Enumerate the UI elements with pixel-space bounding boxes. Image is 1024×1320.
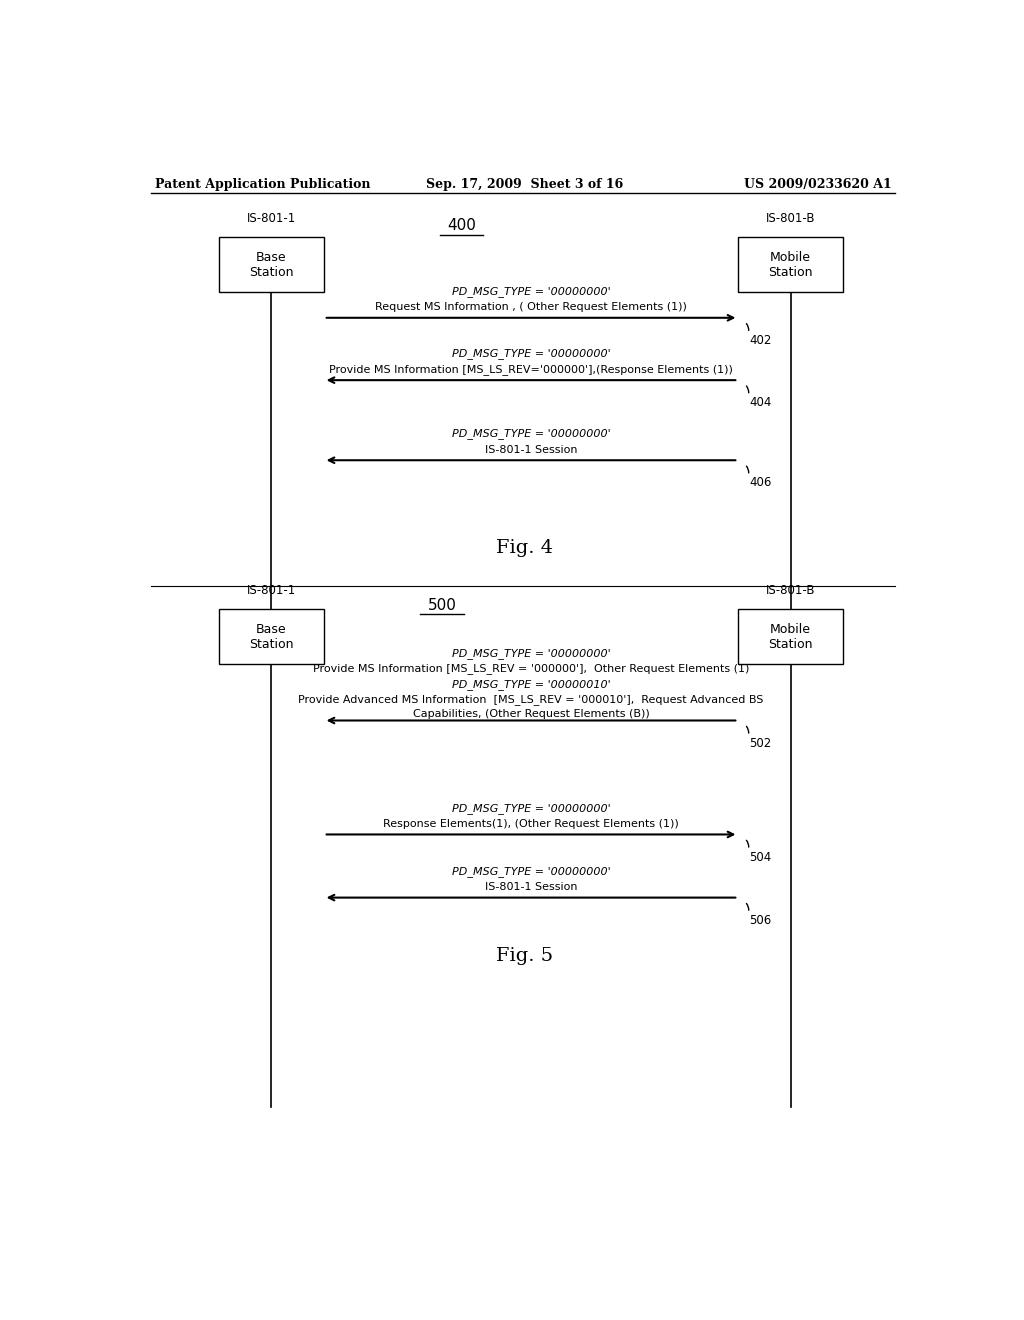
Text: IS-801-1: IS-801-1 xyxy=(247,213,296,226)
Text: PD_MSG_TYPE = '00000000': PD_MSG_TYPE = '00000000' xyxy=(452,429,610,440)
Text: PD_MSG_TYPE = '00000000': PD_MSG_TYPE = '00000000' xyxy=(452,803,610,813)
Text: 400: 400 xyxy=(446,218,476,234)
Text: Sep. 17, 2009  Sheet 3 of 16: Sep. 17, 2009 Sheet 3 of 16 xyxy=(426,178,624,190)
Text: IS-801-1 Session: IS-801-1 Session xyxy=(484,882,578,892)
Text: PD_MSG_TYPE = '00000010': PD_MSG_TYPE = '00000010' xyxy=(452,678,610,689)
Text: Fig. 4: Fig. 4 xyxy=(497,540,553,557)
FancyBboxPatch shape xyxy=(219,609,324,664)
Text: IS-801-1 Session: IS-801-1 Session xyxy=(484,445,578,455)
Text: Capabilities, (Other Request Elements (B)): Capabilities, (Other Request Elements (B… xyxy=(413,709,649,719)
Text: 502: 502 xyxy=(750,737,771,750)
Text: IS-801-B: IS-801-B xyxy=(766,585,815,598)
FancyBboxPatch shape xyxy=(219,238,324,293)
Text: PD_MSG_TYPE = '00000000': PD_MSG_TYPE = '00000000' xyxy=(452,348,610,359)
Text: Request MS Information , ( Other Request Elements (1)): Request MS Information , ( Other Request… xyxy=(375,302,687,313)
Text: 506: 506 xyxy=(750,913,771,927)
Text: IS-801-1: IS-801-1 xyxy=(247,585,296,598)
FancyBboxPatch shape xyxy=(738,238,843,293)
Text: Base
Station: Base Station xyxy=(249,623,294,651)
Text: 402: 402 xyxy=(750,334,771,347)
Text: US 2009/0233620 A1: US 2009/0233620 A1 xyxy=(743,178,891,190)
FancyBboxPatch shape xyxy=(738,609,843,664)
Text: 404: 404 xyxy=(750,396,771,409)
Text: Provide MS Information [MS_LS_REV='000000'],(Response Elements (1)): Provide MS Information [MS_LS_REV='00000… xyxy=(329,364,733,375)
Text: 500: 500 xyxy=(427,598,457,612)
Text: Mobile
Station: Mobile Station xyxy=(768,623,813,651)
Text: Response Elements(1), (Other Request Elements (1)): Response Elements(1), (Other Request Ele… xyxy=(383,820,679,829)
Text: IS-801-B: IS-801-B xyxy=(766,213,815,226)
Text: 504: 504 xyxy=(750,850,771,863)
Text: Fig. 5: Fig. 5 xyxy=(497,948,553,965)
Text: PD_MSG_TYPE = '00000000': PD_MSG_TYPE = '00000000' xyxy=(452,286,610,297)
Text: Mobile
Station: Mobile Station xyxy=(768,251,813,279)
Text: Base
Station: Base Station xyxy=(249,251,294,279)
Text: Provide MS Information [MS_LS_REV = '000000'],  Other Request Elements (1): Provide MS Information [MS_LS_REV = '000… xyxy=(312,664,750,675)
Text: PD_MSG_TYPE = '00000000': PD_MSG_TYPE = '00000000' xyxy=(452,866,610,876)
Text: Patent Application Publication: Patent Application Publication xyxy=(155,178,371,190)
Text: PD_MSG_TYPE = '00000000': PD_MSG_TYPE = '00000000' xyxy=(452,648,610,659)
Text: Provide Advanced MS Information  [MS_LS_REV = '000010'],  Request Advanced BS: Provide Advanced MS Information [MS_LS_R… xyxy=(298,694,764,705)
Text: 406: 406 xyxy=(750,477,771,490)
